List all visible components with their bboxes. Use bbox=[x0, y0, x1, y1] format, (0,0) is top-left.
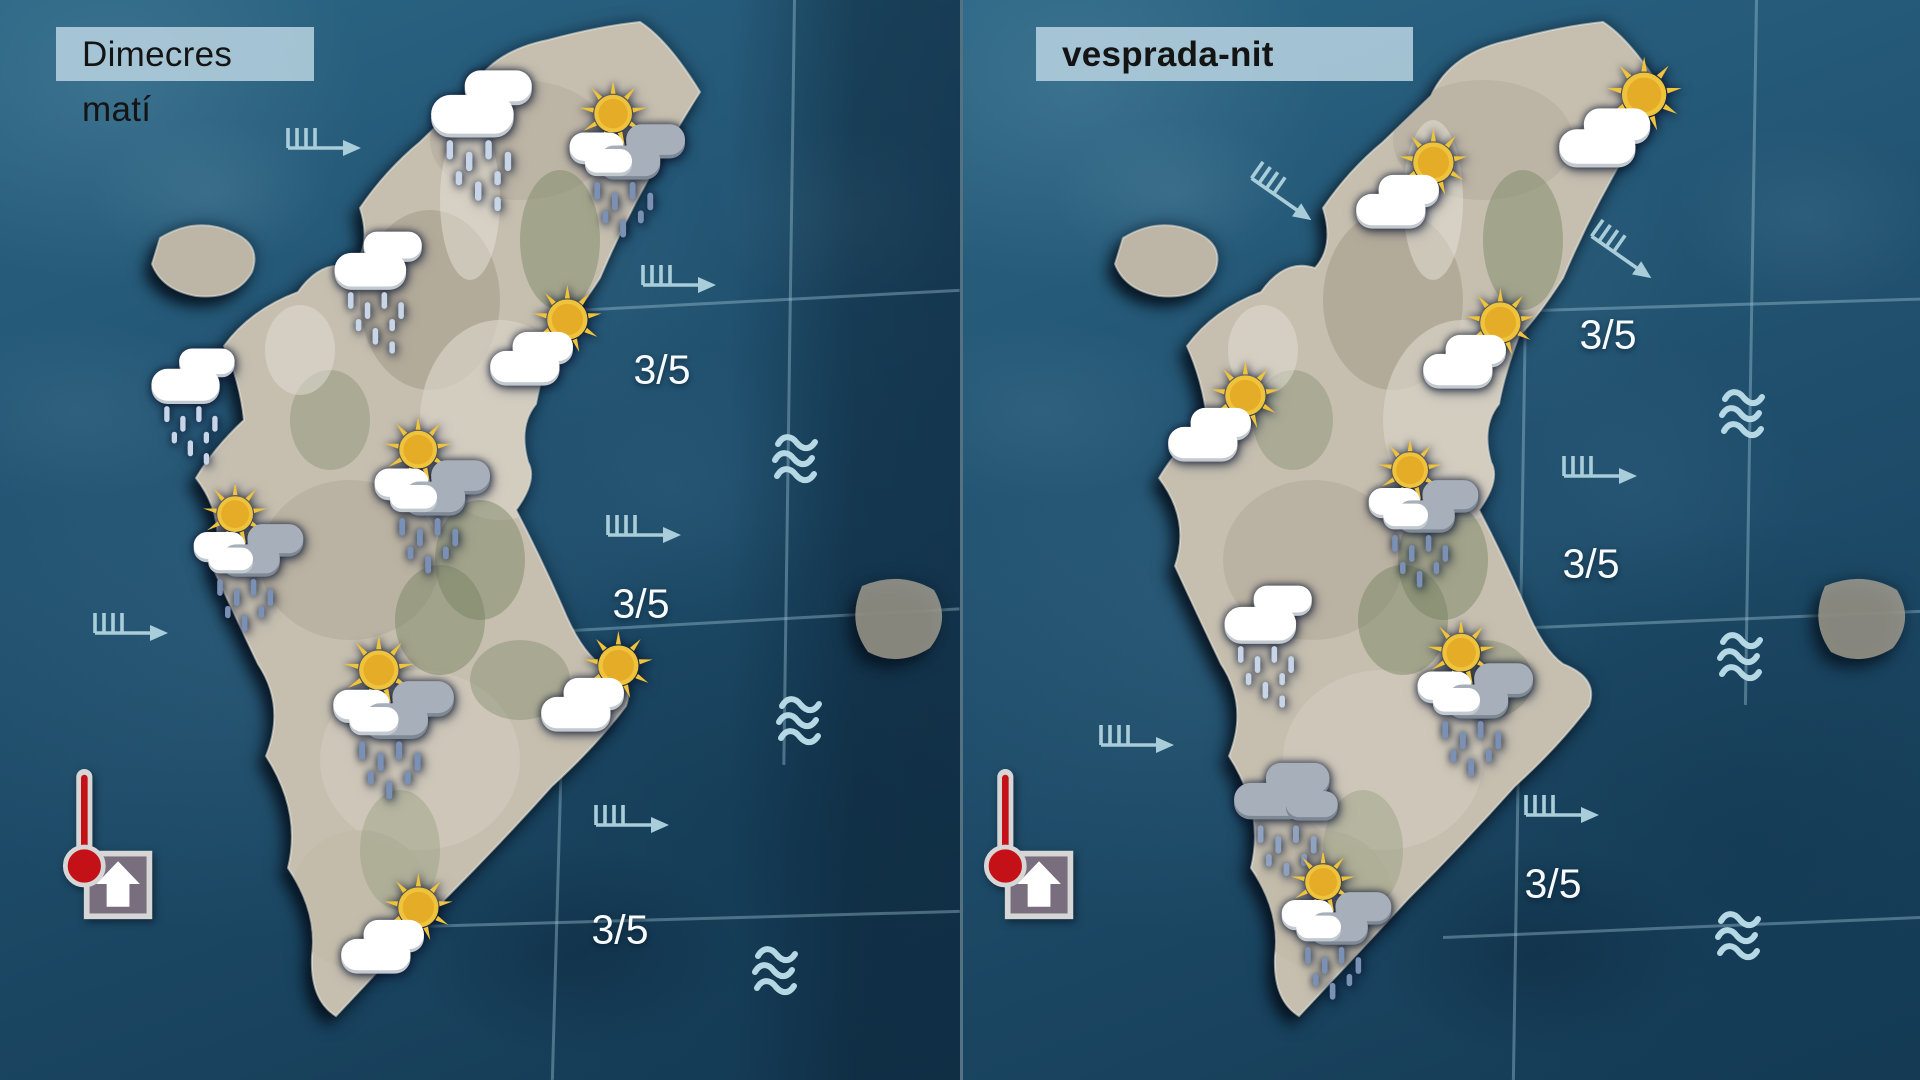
weather-icon-clouds-rain-white bbox=[311, 207, 461, 362]
weather-icon-sun-clouds-rain bbox=[553, 79, 711, 246]
weather-icon-sun-clouds bbox=[521, 623, 671, 778]
wind-barb-icon bbox=[285, 118, 369, 169]
weather-icon-clouds-rain-gray bbox=[1214, 731, 1372, 894]
wind-barb-icon bbox=[1098, 715, 1182, 766]
temperature-trend-up-icon bbox=[983, 766, 1078, 931]
panel-morning: Dimecres matí 3/5 3/5 3/5 bbox=[0, 0, 960, 1080]
sea-waves-icon bbox=[770, 432, 822, 493]
wind-barb-icon bbox=[593, 795, 677, 846]
sea-waves-icon bbox=[774, 694, 826, 755]
weather-icon-sun-clouds-rain bbox=[178, 481, 328, 640]
sea-waves-icon bbox=[1713, 909, 1765, 970]
weather-icon-sun-clouds bbox=[1403, 280, 1553, 435]
sea-state-label: 3/5 bbox=[1562, 540, 1620, 587]
wind-barb-icon bbox=[1523, 785, 1607, 836]
sea-state-label: 3/5 bbox=[1524, 860, 1582, 907]
sea-state-label: 3/5 bbox=[633, 346, 691, 393]
weather-icon-sun-clouds bbox=[1148, 353, 1298, 508]
weather-icon-sun-clouds bbox=[470, 277, 620, 432]
weather-icon-sun-clouds bbox=[1336, 120, 1486, 275]
wind-barb-icon bbox=[92, 603, 176, 654]
day-period-label: vesprada-nit bbox=[1036, 27, 1413, 81]
temperature-trend-up-icon bbox=[62, 766, 157, 931]
wind-barb-icon bbox=[1561, 446, 1645, 497]
weather-icon-sun-clouds-rain bbox=[1401, 618, 1559, 785]
weather-icon-clouds-rain-white bbox=[129, 325, 272, 473]
sea-waves-icon bbox=[750, 944, 802, 1005]
day-period-label: Dimecres matí bbox=[56, 27, 314, 129]
wind-barb-icon bbox=[605, 505, 689, 556]
annotation-layer: 3/5 3/5 3/5 bbox=[963, 0, 1920, 1080]
wind-barb-icon bbox=[640, 255, 724, 306]
weather-icon-sun-clouds-rain bbox=[1266, 849, 1416, 1008]
panel-evening: vesprada-nit 3/5 3/5 3/5 bbox=[960, 0, 1920, 1080]
sea-waves-icon bbox=[1717, 387, 1769, 448]
sea-waves-icon bbox=[1715, 630, 1767, 691]
weather-icon-clouds-rain-white bbox=[404, 42, 577, 220]
weather-icon-sun-clouds-rain bbox=[1353, 437, 1503, 596]
wind-barb-icon bbox=[1237, 152, 1335, 242]
annotation-layer: 3/5 3/5 3/5 bbox=[62, 42, 826, 1020]
sea-state-label: 3/5 bbox=[591, 906, 649, 953]
weather-icon-sun-clouds-rain bbox=[358, 415, 516, 582]
sea-state-label: 3/5 bbox=[612, 580, 670, 627]
weather-icon-sun-clouds bbox=[321, 865, 471, 1020]
weather-icon-sun-clouds bbox=[1537, 48, 1702, 218]
sea-state-label: 3/5 bbox=[1579, 311, 1637, 358]
weather-icon-sun-clouds-rain bbox=[316, 633, 481, 808]
weather-icon-clouds-rain-white bbox=[1201, 561, 1351, 716]
wind-barb-icon bbox=[1577, 210, 1675, 300]
